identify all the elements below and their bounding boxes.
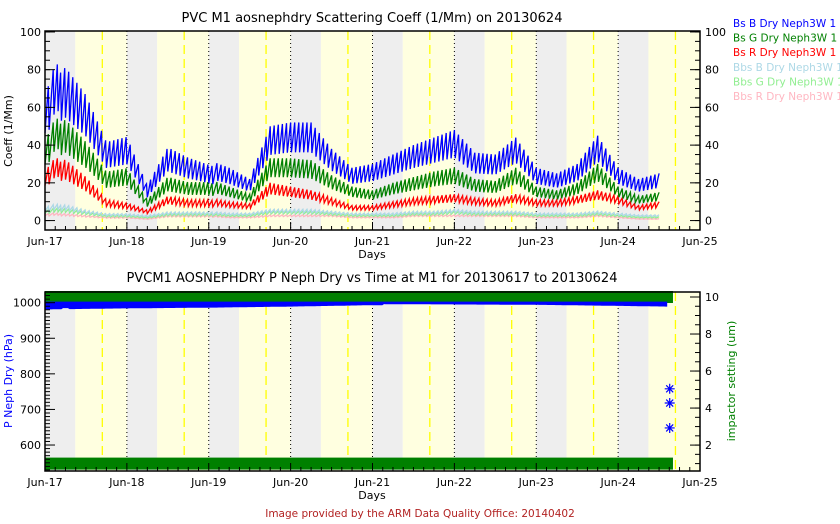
- legend-item: Bs R Dry Neph3W 1: [733, 47, 836, 59]
- series-line-bbs-r-dry-neph3w-1: [44, 211, 660, 221]
- day-band: [75, 31, 127, 230]
- bottom-chart-xlabel: Days: [358, 489, 386, 502]
- y2-tick-label: 0: [705, 215, 712, 228]
- y2-tick-label: 6: [705, 365, 712, 378]
- series-line-bs-b-dry-neph3w-1: [44, 64, 660, 198]
- x-tick-label: Jun-22: [436, 235, 472, 248]
- y2-tick-label: 20: [705, 177, 719, 190]
- y-tick-label: 20: [27, 177, 41, 190]
- pressure-outlier-point: [664, 422, 675, 433]
- x-tick-label: Jun-25: [681, 235, 717, 248]
- night-band: [208, 292, 240, 471]
- series-line-bs-r-dry-neph3w-1: [44, 158, 660, 216]
- axes-scattering: Jun-17 Jun-18 Jun-19 Jun-20 Jun-21 Jun-22 Jun-…: [20, 26, 726, 248]
- top-chart-title: PVC M1 aosnephdry Scattering Coeff (1/Mm…: [182, 11, 563, 26]
- night-band: [290, 292, 321, 471]
- x-tick-label: Jun-18: [108, 235, 144, 248]
- footer-credit: Image provided by the ARM Data Quality O…: [265, 508, 575, 520]
- x-tick-label: Jun-25: [681, 476, 717, 489]
- series-line-bs-g-dry-neph3w-1: [44, 118, 660, 207]
- pressure-outlier-point: [664, 398, 675, 409]
- axes-pressure: Jun-17 Jun-18 Jun-19 Jun-20 Jun-21 Jun-22 Jun-…: [13, 291, 719, 489]
- bottom-chart-title: PVCM1 AOSNEPHDRY P Neph Dry vs Time at M…: [127, 271, 618, 286]
- day-band: [566, 292, 619, 471]
- plot-content-scattering: [44, 64, 660, 221]
- bottom-chart-y2label: impactor setting (um): [725, 321, 738, 442]
- day-band: [157, 31, 209, 230]
- y-tick-label: 80: [27, 64, 41, 77]
- plot-scattering: Jun-17 Jun-18 Jun-19 Jun-20 Jun-21 Jun-22 Jun-…: [20, 26, 726, 248]
- y-tick-label: 60: [27, 101, 41, 114]
- legend-item: Bs B Dry Neph3W 1: [733, 18, 836, 30]
- night-band: [372, 292, 403, 471]
- day-band: [402, 292, 455, 471]
- day-band: [320, 292, 373, 471]
- x-tick-label: Jun-17: [26, 476, 62, 489]
- day-band: [157, 292, 209, 471]
- night-band: [454, 31, 485, 230]
- legend-item: Bs G Dry Neph3W 1: [733, 33, 837, 45]
- x-tick-label: Jun-18: [108, 476, 144, 489]
- y2-tick-label: 4: [705, 402, 712, 415]
- day-band: [648, 292, 700, 471]
- y2-tick-label: 40: [705, 139, 719, 152]
- y-tick-label: 900: [20, 332, 41, 345]
- legend-item: Bbs R Dry Neph3W 1: [733, 91, 840, 103]
- top-chart-ylabel: Coeff (1/Mm): [2, 95, 15, 167]
- y-tick-label: 0: [34, 215, 41, 228]
- legend-item: Bbs B Dry Neph3W 1: [733, 62, 840, 74]
- night-band: [372, 31, 403, 230]
- x-tick-label: Jun-20: [272, 235, 308, 248]
- y2-tick-label: 8: [705, 328, 712, 341]
- x-tick-label: Jun-24: [600, 476, 636, 489]
- plot-content-pressure: [45, 290, 675, 470]
- y-tick-label: 40: [27, 139, 41, 152]
- y-tick-label: 1000: [13, 297, 41, 310]
- x-tick-label: Jun-23: [518, 235, 554, 248]
- y-tick-label: 800: [20, 368, 41, 381]
- y2-tick-label: 60: [705, 101, 719, 114]
- night-band: [454, 292, 485, 471]
- night-band: [126, 31, 158, 230]
- day-band: [75, 292, 127, 471]
- x-tick-label: Jun-19: [190, 235, 226, 248]
- x-tick-label: Jun-23: [518, 476, 554, 489]
- night-band: [126, 292, 158, 471]
- day-band: [484, 292, 537, 471]
- top-chart-xlabel: Days: [358, 248, 386, 261]
- night-band: [618, 292, 649, 471]
- impactor-band: [45, 290, 673, 303]
- x-tick-label: Jun-21: [354, 476, 390, 489]
- night-band: [45, 292, 76, 471]
- y2-tick-label: 2: [705, 439, 712, 452]
- x-tick-label: Jun-22: [436, 476, 472, 489]
- top-chart-legend: Bs B Dry Neph3W 1 Bs G Dry Neph3W 1 Bs R D…: [733, 18, 840, 103]
- y-tick-label: 700: [20, 403, 41, 416]
- day-band: [239, 292, 291, 471]
- y2-tick-label: 100: [705, 26, 726, 39]
- x-tick-label: Jun-20: [272, 476, 308, 489]
- x-tick-label: Jun-19: [190, 476, 226, 489]
- impactor-band: [45, 457, 673, 470]
- plot-pressure: Jun-17 Jun-18 Jun-19 Jun-20 Jun-21 Jun-22 Jun-…: [13, 290, 719, 489]
- y-tick-label: 600: [20, 439, 41, 452]
- night-band: [536, 292, 567, 471]
- y2-tick-label: 80: [705, 64, 719, 77]
- day-band: [320, 31, 373, 230]
- y-tick-label: 100: [20, 26, 41, 39]
- x-tick-label: Jun-24: [600, 235, 636, 248]
- pressure-series: [45, 301, 668, 310]
- x-tick-label: Jun-21: [354, 235, 390, 248]
- bottom-chart-ylabel: P Neph Dry (hPa): [2, 334, 15, 428]
- pressure-outlier-point: [664, 383, 675, 394]
- night-band: [208, 31, 240, 230]
- x-tick-label: Jun-17: [26, 235, 62, 248]
- series-line-bbs-b-dry-neph3w-1: [44, 202, 660, 219]
- y2-tick-label: 10: [705, 291, 719, 304]
- legend-item: Bbs G Dry Neph3W 1: [733, 76, 840, 88]
